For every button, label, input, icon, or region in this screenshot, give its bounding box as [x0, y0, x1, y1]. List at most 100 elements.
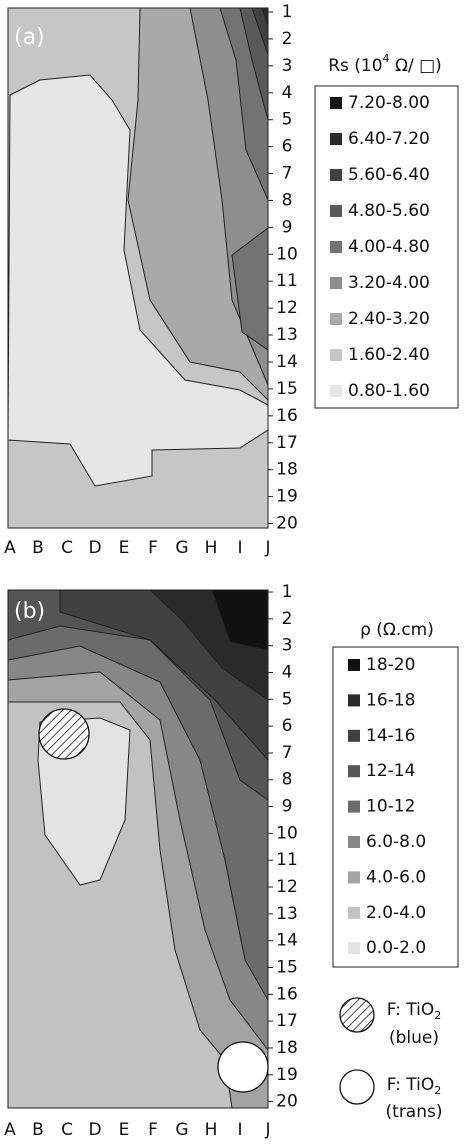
row-label: 20: [276, 514, 298, 534]
row-label: 8: [282, 190, 293, 210]
legend-label: 16-18: [366, 690, 415, 710]
row-label: 12: [276, 877, 298, 897]
legend-swatch: [348, 800, 360, 813]
legend-label: 0.80-1.60: [348, 381, 430, 401]
row-label: 8: [282, 770, 293, 790]
legend-swatch: [348, 659, 360, 671]
legend-title-part: ρ (Ω.cm): [360, 620, 434, 640]
column-label: H: [205, 538, 218, 558]
legend-label: 1.60-2.40: [348, 345, 430, 365]
column-label: A: [4, 1120, 16, 1140]
legend-label: 6.0-8.0: [366, 832, 426, 852]
column-label: E: [119, 538, 130, 558]
row-label: 19: [276, 487, 298, 507]
legend-swatch: [330, 241, 342, 253]
row-label: 4: [282, 662, 293, 682]
legend-label: 4.80-5.60: [348, 201, 430, 221]
legend-label: 12-14: [366, 761, 415, 781]
row-label: 15: [276, 957, 298, 977]
row-label: 6: [282, 716, 293, 736]
sample-marker: [38, 708, 90, 760]
legend-swatch: [330, 385, 342, 397]
contour-region: [7, 74, 269, 487]
annotation-label: F: TiO2: [387, 1000, 442, 1022]
column-label: B: [32, 1120, 44, 1140]
legend-label: 2.40-3.20: [348, 309, 430, 329]
legend-swatch: [348, 694, 360, 707]
row-label: 5: [282, 689, 293, 709]
column-label: E: [119, 1120, 130, 1140]
row-label: 11: [276, 271, 298, 291]
column-label: C: [61, 1120, 73, 1140]
row-label: 19: [276, 1065, 298, 1085]
legend-title: Rs (104 Ω/ □): [328, 52, 442, 76]
column-label: D: [88, 538, 101, 558]
panel-label: (b): [14, 599, 45, 624]
row-label: 17: [276, 1011, 298, 1031]
annotation-sublabel: (trans): [386, 1102, 443, 1122]
legend-swatch: [330, 133, 342, 145]
legend-label: 14-16: [366, 726, 415, 746]
row-label: 1: [282, 2, 293, 22]
legend-label: 3.20-4.00: [348, 273, 430, 293]
legend-label: 10-12: [366, 797, 415, 817]
legend-title-part: Ω/ □): [390, 56, 442, 76]
legend-swatch: [348, 836, 360, 848]
contour-region: [37, 717, 131, 886]
row-label: 15: [276, 379, 298, 399]
row-label: 7: [282, 164, 293, 184]
legend-title-part: Rs (10: [328, 56, 382, 76]
column-label: F: [148, 1120, 158, 1140]
legend-label: 0.0-2.0: [366, 938, 426, 958]
plot-frame: [7, 589, 269, 1109]
legend-swatch: [330, 205, 342, 217]
row-label: 5: [282, 110, 293, 130]
column-label: F: [148, 538, 158, 558]
row-label: 9: [282, 797, 293, 817]
row-label: 18: [276, 1038, 298, 1058]
annotation-label-part: F: TiO: [387, 1075, 435, 1095]
annotation-marker: [339, 1069, 375, 1105]
panel-label: (a): [14, 25, 45, 50]
legend-label: 4.0-6.0: [366, 867, 426, 887]
legend-swatch: [330, 349, 342, 361]
column-label: I: [237, 1120, 242, 1140]
row-label: 18: [276, 460, 298, 480]
legend-label: 2.0-4.0: [366, 903, 426, 923]
row-label: 2: [282, 609, 293, 629]
row-label: 3: [282, 636, 293, 656]
legend-swatch: [348, 942, 360, 955]
legend-swatch: [330, 277, 342, 289]
row-label: 14: [276, 352, 298, 372]
legend-label: 6.40-7.20: [348, 129, 430, 149]
annotation-label-part: 2: [434, 1084, 441, 1097]
row-label: 20: [276, 1092, 298, 1112]
column-label: C: [61, 538, 73, 558]
annotation-label: F: TiO2: [387, 1075, 442, 1097]
row-label: 11: [276, 850, 298, 870]
row-label: 14: [276, 931, 298, 951]
legend-swatch: [348, 765, 360, 778]
row-label: 4: [282, 83, 293, 103]
annotation-label-part: F: TiO: [387, 1000, 435, 1020]
row-label: 17: [276, 433, 298, 453]
sample-marker: [217, 1041, 269, 1093]
row-label: 2: [282, 29, 293, 49]
row-label: 10: [276, 823, 298, 843]
legend-label: 4.00-4.80: [348, 237, 430, 257]
plot-frame: [7, 7, 269, 529]
column-label: G: [175, 1120, 188, 1140]
row-label: 3: [282, 56, 293, 76]
column-label: A: [4, 538, 16, 558]
column-label: I: [237, 538, 242, 558]
annotation-marker: [339, 997, 375, 1033]
row-label: 13: [276, 904, 298, 924]
legend-label: 7.20-8.00: [348, 93, 430, 113]
annotation-sublabel: (blue): [389, 1028, 439, 1048]
legend-title: ρ (Ω.cm): [360, 620, 434, 640]
row-label: 6: [282, 137, 293, 157]
legend-swatch: [330, 313, 342, 325]
row-label: 7: [282, 743, 293, 763]
row-label: 10: [276, 244, 298, 264]
